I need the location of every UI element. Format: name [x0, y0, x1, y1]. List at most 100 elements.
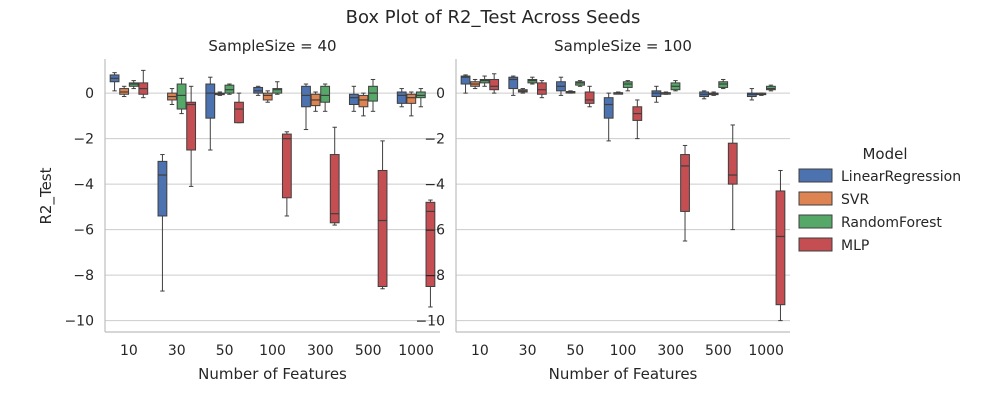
- y-tick-label: −8: [424, 268, 445, 284]
- y-tick-label: 0: [85, 86, 94, 102]
- y-tick-label: −8: [73, 268, 94, 284]
- box-mlp-1000: [775, 169, 786, 322]
- y-tick-label: −6: [73, 223, 94, 239]
- x-tick-label: 50: [216, 343, 234, 359]
- x-tick-label: 300: [657, 343, 684, 359]
- x-tick-label: 10: [120, 343, 138, 359]
- box-linearregression-500: [348, 85, 359, 112]
- box-body: [406, 93, 417, 104]
- box-body: [176, 83, 187, 110]
- panel-samplesize-100: SampleSize = 100 0 −2 −4 −6 −8 −10 10 30 50 100 300…: [415, 37, 790, 383]
- legend-swatch-linearregression: [798, 168, 833, 183]
- box-svr-50: [214, 91, 225, 96]
- box-randomforest-100: [272, 81, 283, 95]
- box-mlp-300: [680, 144, 690, 242]
- box-linearregression-30: [157, 154, 168, 292]
- box-svr-10: [119, 85, 130, 98]
- box-svr-300: [661, 91, 671, 95]
- panel-title: SampleSize = 40: [208, 37, 336, 55]
- box-body: [358, 94, 369, 108]
- legend-label-linearregression: LinearRegression: [841, 169, 961, 185]
- box-linearregression-500: [699, 90, 710, 100]
- box-body: [377, 169, 388, 288]
- box-mlp-100: [632, 99, 643, 140]
- box-linearregression-10: [460, 74, 471, 94]
- panel-samplesize-40: SampleSize = 40 0 −2 −4 −6 −8 −10 10 30 50 100 300 5…: [64, 37, 440, 383]
- chart-title: Box Plot of R2_Test Across Seeds: [346, 7, 641, 28]
- box-randomforest-300: [670, 80, 681, 92]
- box-body: [329, 154, 340, 224]
- y-tick-label: −2: [424, 132, 445, 148]
- box-body: [603, 97, 614, 119]
- box-svr-30: [167, 88, 177, 105]
- box-body: [727, 142, 738, 185]
- panel-title: SampleSize = 100: [554, 37, 692, 55]
- box-body: [348, 93, 359, 105]
- box-body: [775, 190, 786, 306]
- box-mlp-100: [281, 131, 292, 217]
- box-body: [272, 88, 283, 94]
- box-linearregression-50: [205, 76, 216, 151]
- y-tick-label: −10: [415, 314, 445, 330]
- box-body: [301, 85, 311, 108]
- box-linearregression-300: [301, 83, 311, 131]
- box-body: [536, 82, 547, 95]
- box-svr-1000: [406, 91, 417, 117]
- box-randomforest-500: [368, 78, 378, 112]
- box-mlp-1000: [425, 199, 436, 308]
- box-randomforest-500: [718, 78, 729, 90]
- y-tick-label: −10: [64, 314, 94, 330]
- y-tick-label: −2: [73, 132, 94, 148]
- box-svr-50: [565, 90, 576, 94]
- x-axis-label: Number of Features: [549, 365, 698, 383]
- y-tick-label: −4: [424, 177, 445, 193]
- x-tick-label: 100: [610, 343, 637, 359]
- box-randomforest-100: [622, 80, 633, 92]
- box-randomforest-30: [176, 77, 187, 115]
- box-linearregression-1000: [396, 88, 407, 108]
- x-axis-label: Number of Features: [198, 365, 347, 383]
- legend-swatch-svr: [798, 191, 833, 206]
- legend-swatch-mlp: [798, 237, 833, 252]
- box-mlp-500: [727, 124, 738, 231]
- x-tick-label: 500: [705, 343, 732, 359]
- box-linearregression-300: [651, 85, 662, 103]
- box-body: [425, 201, 436, 287]
- box-body: [186, 101, 197, 151]
- box-mlp-10: [489, 73, 500, 94]
- x-tick-label: 10: [471, 343, 489, 359]
- box-linearregression-10: [109, 72, 120, 92]
- box-mlp-50: [584, 85, 595, 108]
- box-svr-100: [262, 90, 273, 103]
- box-body: [262, 92, 273, 101]
- legend-label-randomforest: RandomForest: [841, 215, 942, 231]
- legend-title: Model: [862, 145, 907, 163]
- box-svr-1000: [756, 92, 767, 96]
- box-mlp-30: [186, 85, 197, 187]
- box-body: [234, 101, 244, 124]
- box-body: [680, 154, 690, 212]
- box-randomforest-1000: [415, 88, 426, 108]
- legend-swatch-randomforest: [798, 214, 833, 229]
- box-body: [281, 133, 292, 199]
- box-svr-500: [358, 92, 369, 117]
- box-svr-300: [310, 91, 321, 112]
- box-body: [460, 75, 471, 85]
- y-tick-label: −4: [73, 177, 94, 193]
- legend-label-svr: SVR: [841, 192, 869, 208]
- box-randomforest-10: [479, 75, 490, 87]
- box-svr-500: [708, 91, 719, 96]
- x-tick-label: 30: [519, 343, 537, 359]
- box-mlp-50: [234, 92, 244, 124]
- box-body: [489, 78, 500, 91]
- box-randomforest-50: [224, 83, 235, 95]
- x-tick-label: 100: [259, 343, 286, 359]
- box-body: [396, 91, 407, 104]
- box-mlp-500: [377, 140, 388, 290]
- box-svr-10: [470, 78, 480, 90]
- legend: Model LinearRegression SVR RandomForest MLP: [798, 145, 961, 254]
- x-tick-label: 1000: [398, 343, 434, 359]
- box-randomforest-30: [527, 76, 538, 85]
- x-tick-label: 1000: [748, 343, 784, 359]
